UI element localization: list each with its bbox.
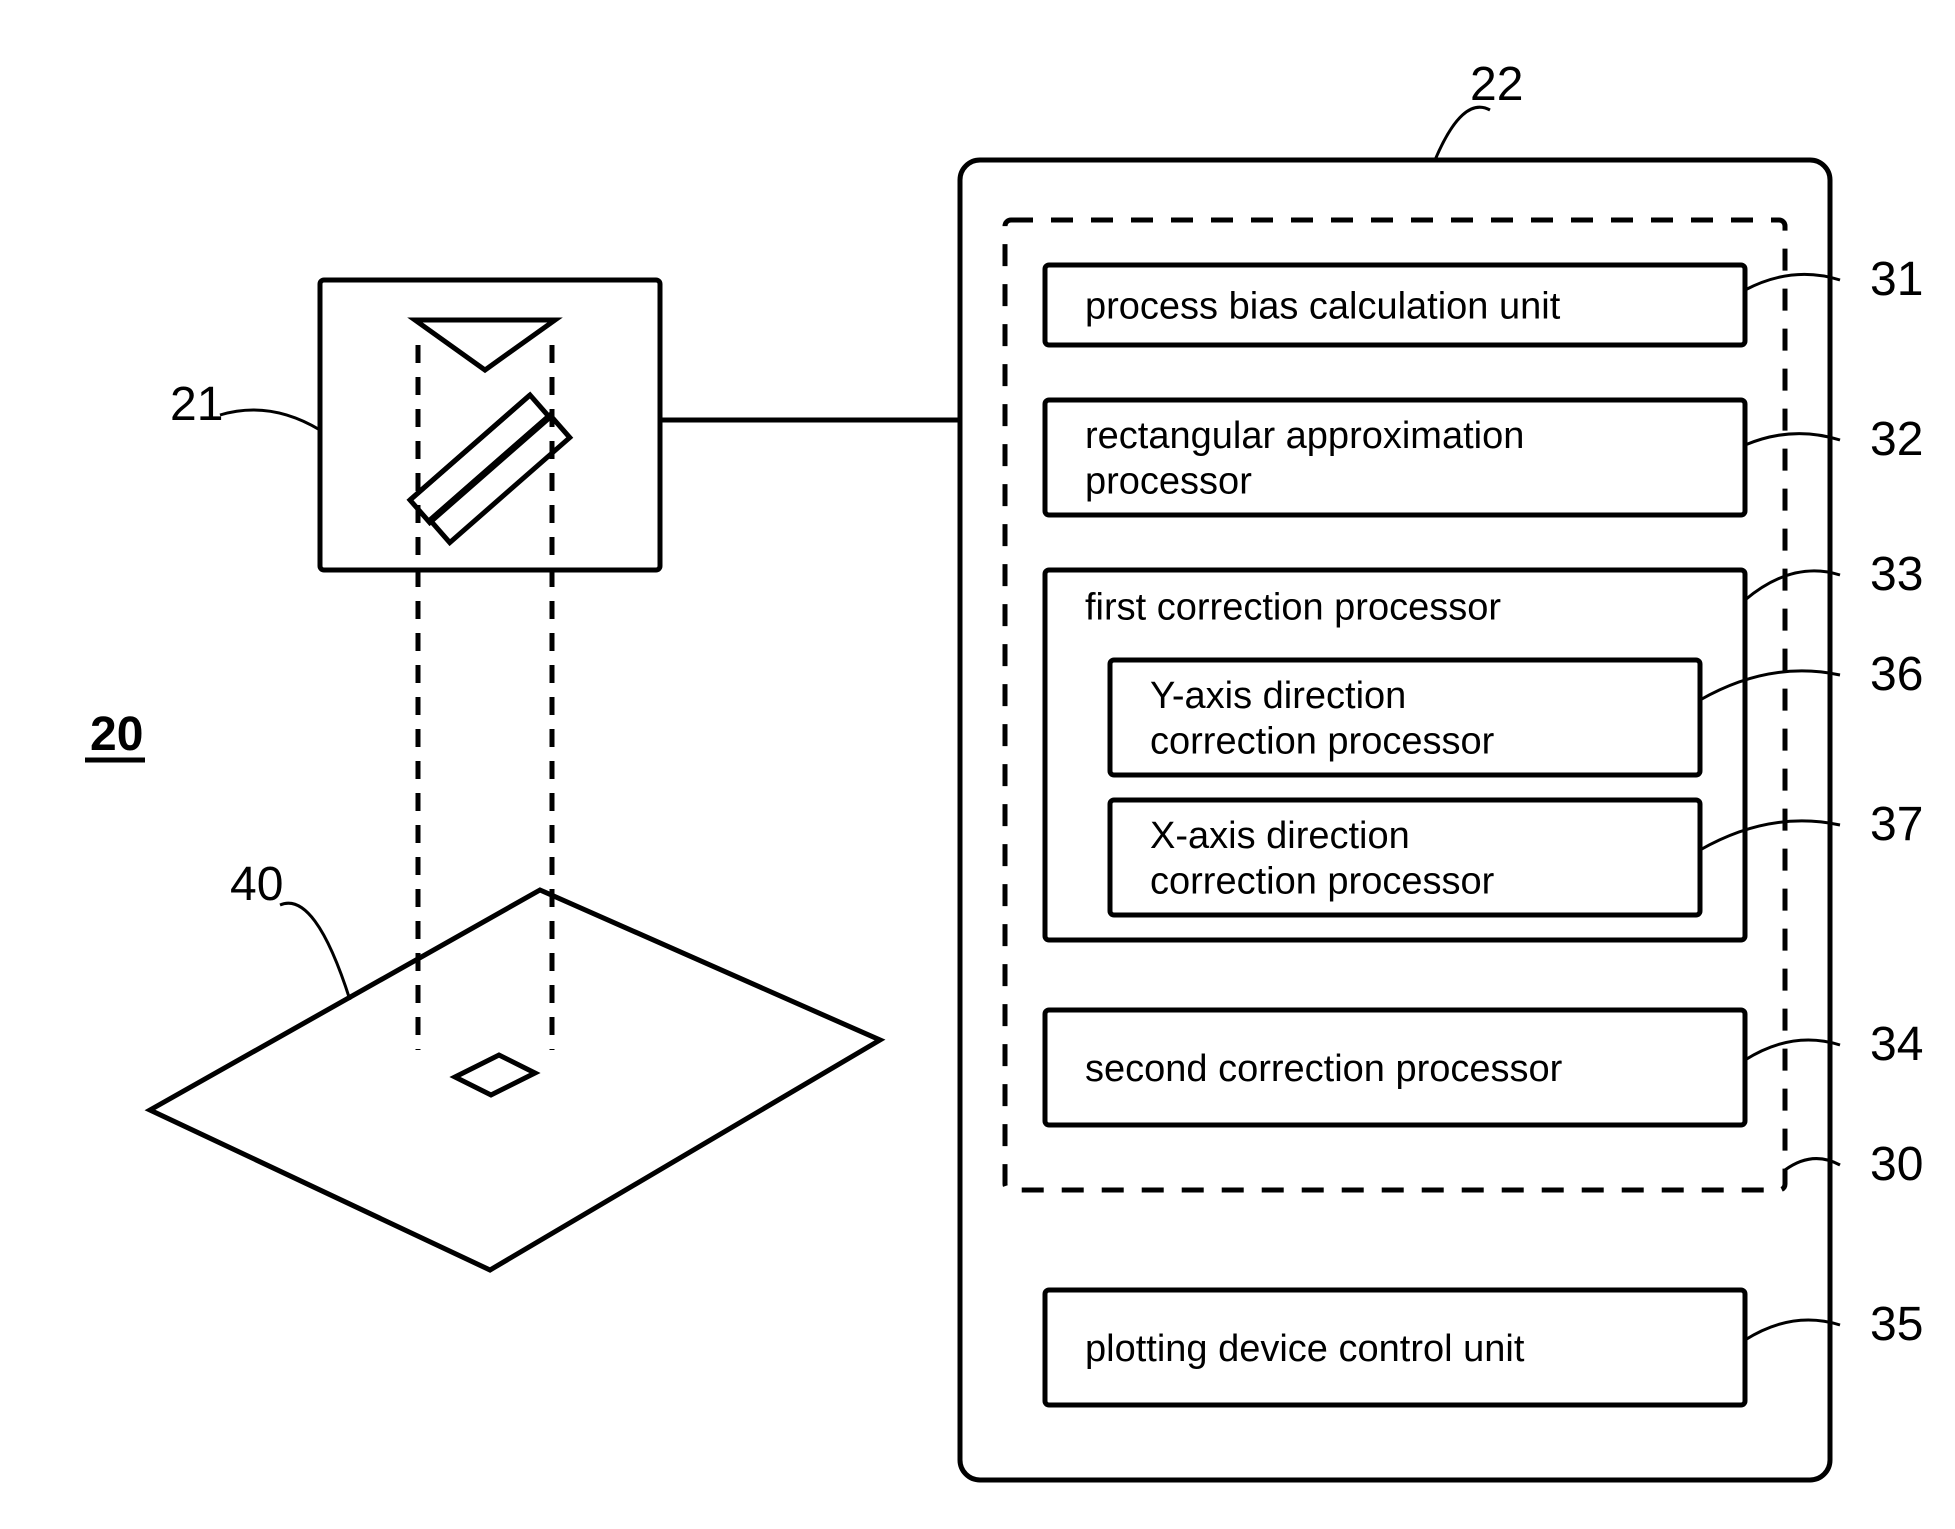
- leader-34: [1745, 1040, 1840, 1060]
- ref-37: 37: [1870, 798, 1923, 851]
- box-plot-label-0: plotting device control unit: [1085, 1328, 1525, 1370]
- box-second-label-0: second correction processor: [1085, 1048, 1563, 1090]
- device-prism: [415, 320, 555, 370]
- ref-34: 34: [1870, 1018, 1923, 1071]
- wafer-plane: [150, 890, 880, 1270]
- leader-35: [1745, 1320, 1840, 1340]
- ref-36: 36: [1870, 648, 1923, 701]
- box-bias-label-0: process bias calculation unit: [1085, 285, 1561, 327]
- leader-37: [1700, 821, 1840, 850]
- leader-40: [280, 903, 350, 1000]
- leader-21: [220, 410, 320, 430]
- device-slit-outline-0: [410, 395, 550, 523]
- ref-30: 30: [1870, 1138, 1923, 1191]
- leader-22: [1435, 107, 1490, 160]
- leader-31: [1745, 274, 1840, 290]
- box-yaxis-label-0: Y-axis direction: [1150, 675, 1406, 717]
- ref-20: 20: [90, 708, 143, 761]
- box-yaxis-label-1: correction processor: [1150, 721, 1495, 763]
- ref-40: 40: [230, 858, 283, 911]
- beam-spot: [455, 1055, 535, 1095]
- box-xaxis-label-1: correction processor: [1150, 861, 1495, 903]
- ref-33: 33: [1870, 548, 1923, 601]
- device-box: [320, 280, 660, 570]
- device-slit-outline-1: [430, 415, 570, 543]
- ref-21: 21: [170, 378, 223, 431]
- leader-32: [1745, 434, 1840, 445]
- ref-32: 32: [1870, 413, 1923, 466]
- leader-33: [1745, 571, 1840, 600]
- ref-22: 22: [1470, 58, 1523, 111]
- ref-35: 35: [1870, 1298, 1923, 1351]
- leader-36: [1700, 671, 1840, 700]
- box-rect-label-0: rectangular approximation: [1085, 415, 1524, 457]
- box-xaxis-label-0: X-axis direction: [1150, 815, 1410, 857]
- box-rect-label-1: processor: [1085, 461, 1252, 503]
- ref-31: 31: [1870, 253, 1923, 306]
- box-first-label-0: first correction processor: [1085, 586, 1501, 628]
